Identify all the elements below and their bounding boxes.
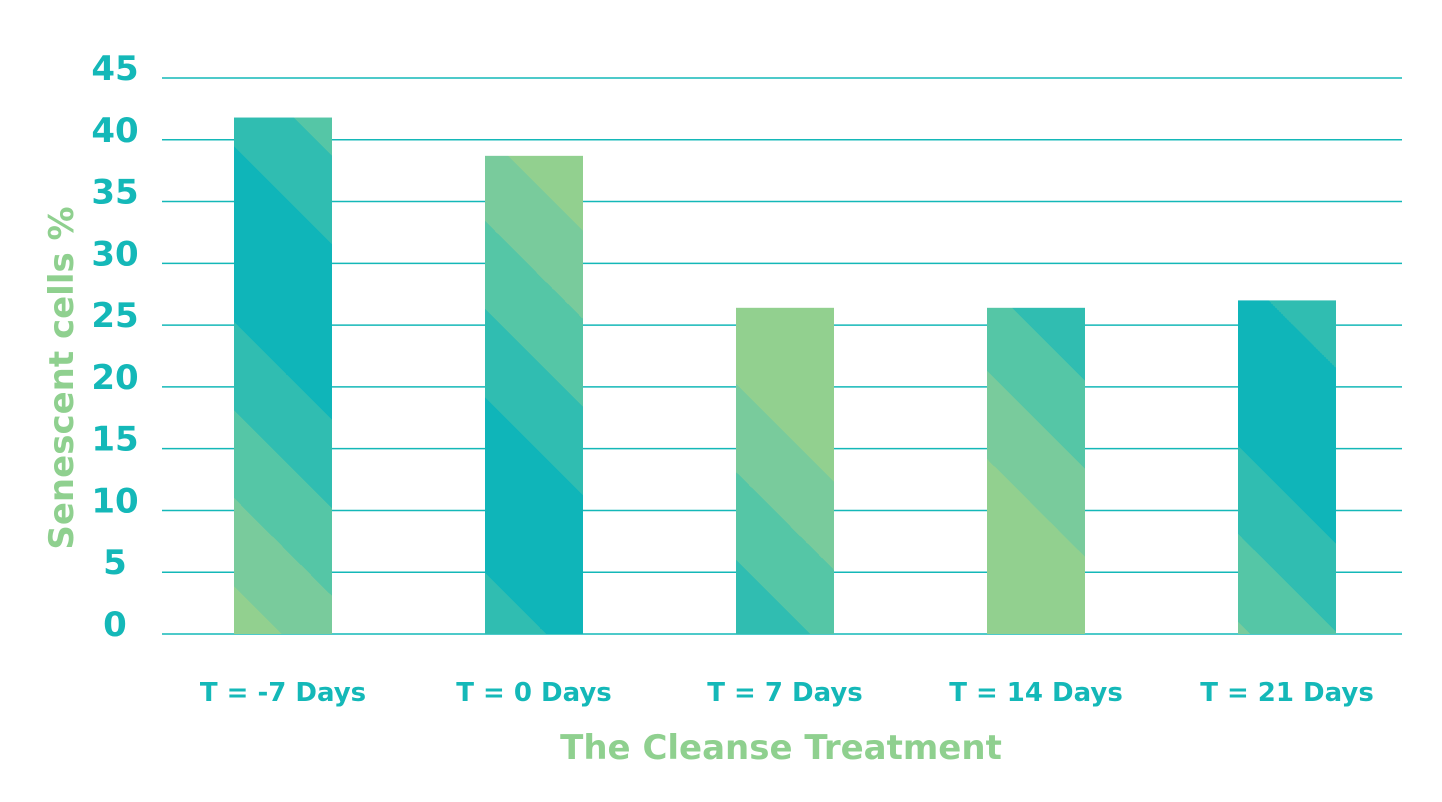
- x-tick-label: T = 14 Days: [949, 678, 1123, 708]
- bar: [736, 307, 834, 634]
- y-tick-label: 20: [91, 358, 138, 398]
- x-tick-label: T = 21 Days: [1200, 678, 1374, 708]
- bar: [987, 307, 1085, 634]
- y-tick-label: 45: [91, 49, 138, 89]
- y-tick-label: 0: [103, 605, 127, 645]
- y-tick-label: 25: [91, 296, 138, 336]
- x-tick-label: T = -7 Days: [200, 678, 366, 708]
- y-tick-label: 30: [91, 234, 138, 274]
- y-tick-label: 35: [91, 173, 138, 213]
- x-tick-label: T = 7 Days: [707, 678, 863, 708]
- x-tick-label: T = 0 Days: [456, 678, 612, 708]
- bars: [234, 117, 1336, 634]
- bar: [485, 155, 583, 634]
- y-tick-label: 10: [91, 481, 138, 521]
- y-tick-label: 15: [91, 420, 138, 460]
- bar: [1238, 300, 1336, 634]
- y-tick-label: 40: [91, 111, 138, 151]
- y-axis-title: Senescent cells %: [42, 206, 82, 549]
- y-tick-label: 5: [103, 543, 127, 583]
- x-axis-ticks: T = -7 Days T = 0 Days T = 7 Days T = 14 Da…: [200, 678, 1374, 708]
- bar: [234, 117, 332, 634]
- x-axis-title: The Cleanse Treatment: [560, 728, 1002, 768]
- y-axis-ticks: 0 5 10 15 20 25 30 35 40 45: [91, 49, 138, 645]
